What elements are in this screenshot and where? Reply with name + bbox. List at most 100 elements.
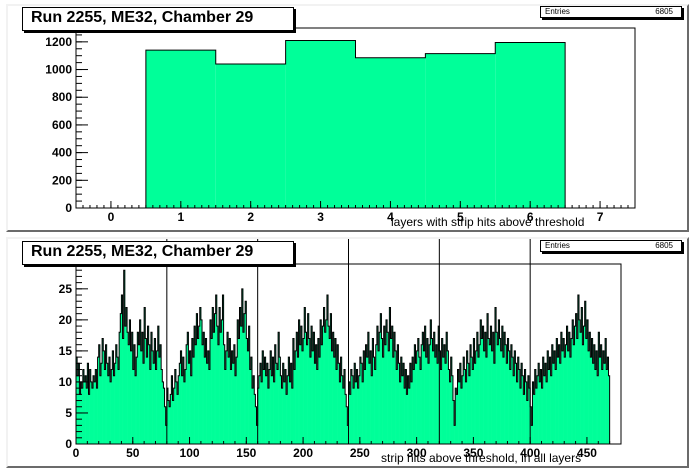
histogram-bin-50 [132,369,135,444]
histogram-bin-167 [265,375,268,444]
histogram-bin-162 [259,363,262,444]
histogram-bin-268 [380,313,382,444]
histogram-bin-321 [440,369,442,444]
histogram-bin-39 [120,313,122,444]
histogram-bin-173 [272,357,274,444]
histogram-bar-layer-6 [495,42,566,209]
histogram-bin-29 [108,357,111,444]
histogram-bin-468 [607,357,609,444]
histogram-bin-247 [356,369,358,444]
histogram-bin-382 [509,369,512,444]
histogram-bin-20 [98,344,101,444]
histogram-bin-367 [492,332,495,444]
histogram-bin-187 [288,357,290,444]
histogram-bin-24 [103,350,105,444]
y-tick-label: 15 [59,344,73,358]
histogram-bin-273 [385,319,388,444]
histogram-bin-413 [544,363,547,444]
histogram-bin-185 [286,394,288,444]
histogram-bin-16 [94,381,96,444]
histogram-bin-197 [299,344,302,444]
histogram-bin-396 [525,381,528,444]
x-tick-label: 6 [527,210,534,224]
histogram-bin-9 [86,388,88,444]
histogram-bin-415 [547,350,549,444]
histogram-bin-417 [549,357,551,444]
histogram-bin-398 [527,375,530,444]
histogram-bin-57 [140,350,143,444]
histogram-bin-455 [592,363,595,444]
histogram-bin-429 [563,338,565,444]
histogram-bin-334 [455,388,457,444]
histogram-bin-55 [138,344,140,444]
histogram-bin-258 [368,363,371,444]
histogram-bin-193 [295,350,297,444]
histogram-bin-225 [331,350,333,444]
histogram-bin-438 [573,344,575,444]
histogram-bin-378 [505,344,507,444]
histogram-bin-53 [136,357,138,444]
histogram-bin-133 [227,332,229,444]
x-tick-label: 300 [407,446,427,460]
histogram-bin-331 [451,375,454,444]
y-tick-label: 1200 [45,35,72,49]
stats-entries-label: Entries [545,241,570,250]
histogram-bin-452 [589,332,591,444]
histogram-bin-214 [318,357,321,444]
histogram-bin-128 [221,319,223,444]
histogram-bin-432 [566,326,568,444]
histogram-bin-195 [297,357,299,444]
histogram-bin-41 [122,338,124,444]
histogram-bin-464 [602,350,605,444]
histogram-bin-179 [279,357,281,444]
histogram-bin-136 [230,369,232,444]
histogram-bin-73 [158,357,161,444]
histogram-bin-416 [548,369,550,444]
histogram-bin-251 [360,363,363,444]
histogram-bin-36 [116,357,119,444]
chart-title: Run 2255, ME32, Chamber 29 [22,241,294,265]
histogram-bin-94 [182,357,185,444]
histogram-bin-112 [203,332,205,444]
histogram-bin-96 [185,369,187,444]
histogram-bin-38 [119,332,121,444]
histogram-bin-181 [281,388,283,444]
histogram-bin-421 [554,350,556,444]
histogram-bin-407 [538,363,540,444]
histogram-bin-437 [572,319,574,444]
strips-histogram-svg: 0 50 100 150 200 250 300 350 400 450 0 5 10 15 20 25 [59,239,622,460]
histogram-bin-91 [179,363,181,444]
histogram-bin-119 [211,338,213,444]
histogram-bin-192 [294,369,296,444]
histogram-bin-456 [593,344,596,444]
histogram-bin-335 [456,394,458,444]
histogram-bin-342 [464,369,466,444]
histogram-bin-35 [115,344,118,444]
histogram-bin-183 [283,381,286,444]
histogram-bin-160 [257,388,260,444]
histogram-bin-263 [374,369,377,444]
histogram-outline [75,269,611,444]
histogram-bin-25 [104,369,106,444]
histogram-bin-365 [490,326,492,444]
histogram-bar-layer-3 [285,40,356,208]
histogram-bin-60 [144,307,146,444]
histogram-bin-357 [481,338,483,444]
histogram-bin-287 [401,375,404,444]
histogram-bin-420 [552,363,555,444]
histogram-bin-118 [209,319,212,444]
histogram-bin-87 [174,369,177,444]
histogram-bin-102 [191,338,194,444]
histogram-bin-99 [188,363,190,444]
histogram-bin-425 [558,344,560,444]
histogram-bin-338 [459,363,462,444]
histogram-bin-51 [133,344,136,444]
histogram-bin-109 [199,307,202,444]
histogram-bin-10 [87,363,89,444]
histogram-bin-393 [522,375,524,444]
histogram-bin-436 [571,338,573,444]
histogram-bin-77 [163,388,165,444]
histogram-bin-157 [254,394,256,444]
histogram-bin-161 [258,375,261,444]
histogram-bin-411 [542,357,545,444]
